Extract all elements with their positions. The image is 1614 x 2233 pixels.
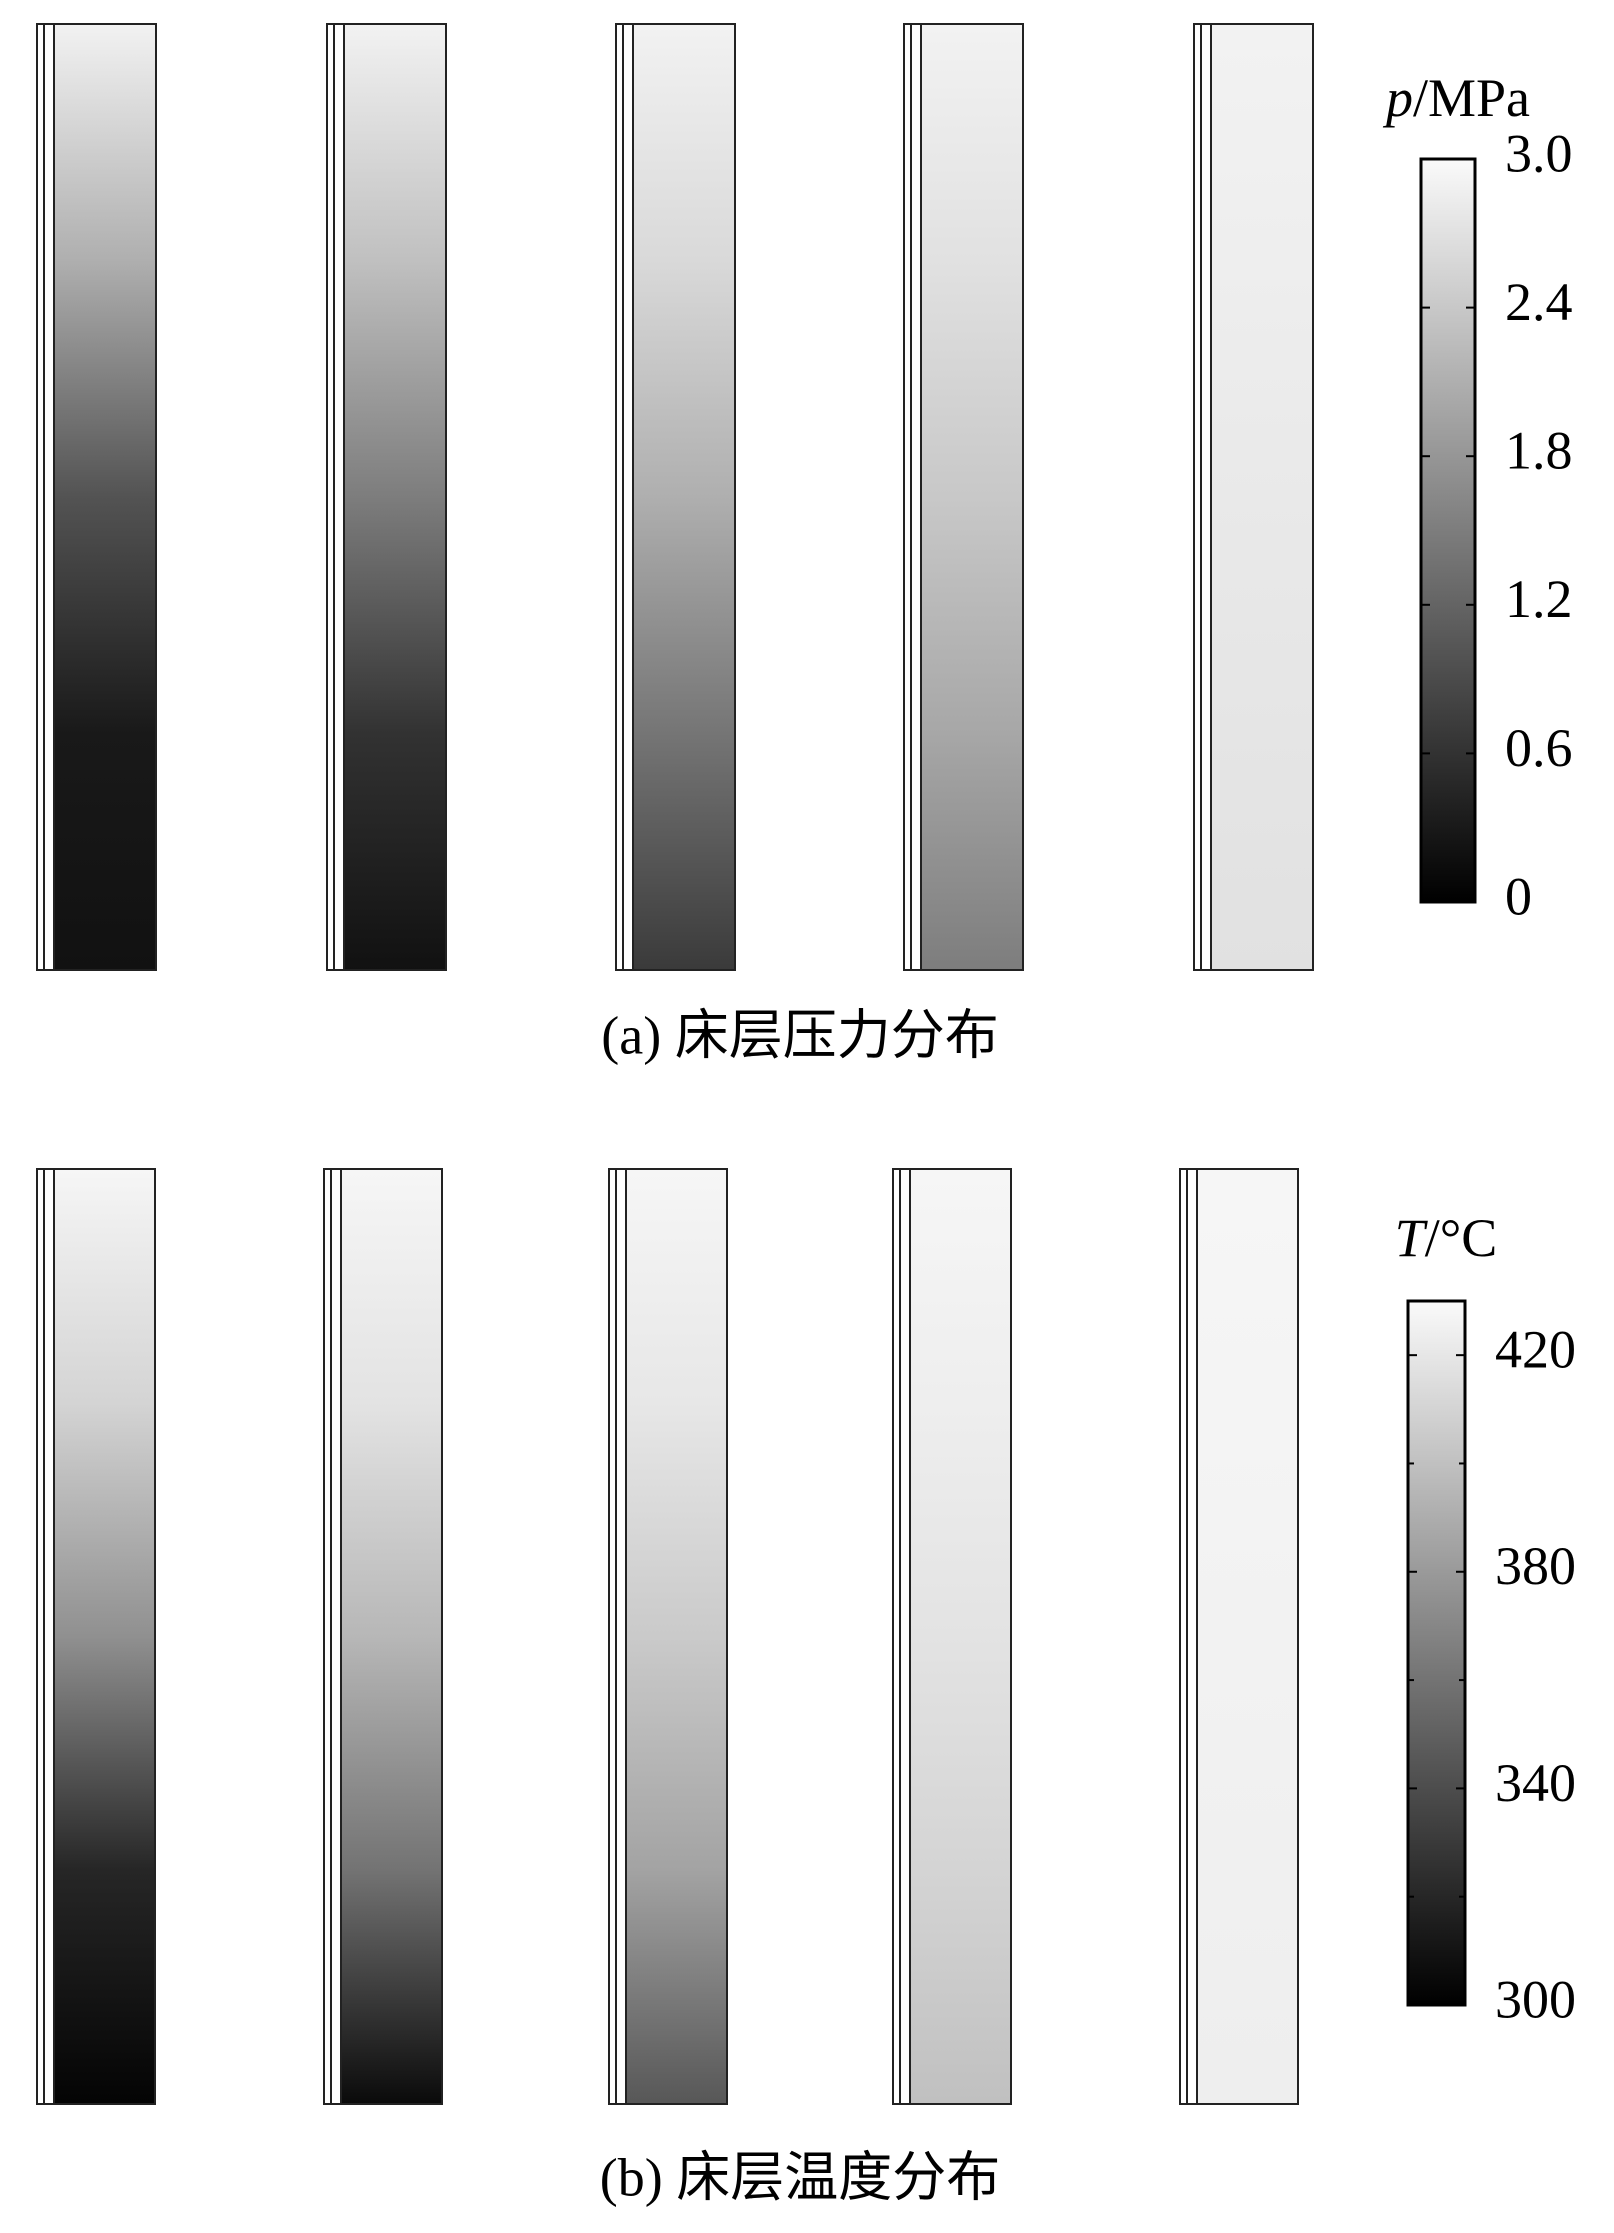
bed-bar [53, 1168, 156, 2105]
bed-bar [1210, 23, 1314, 971]
panel-caption: (b) 床层温度分布 [600, 2147, 1000, 2207]
colorbar-tick-label: 420 [1495, 1320, 1576, 1380]
wall-strip [36, 23, 55, 971]
colorbar [1406, 1299, 1467, 2007]
bed-bar [909, 1168, 1012, 2105]
colorbar-symbol: T [1395, 1208, 1429, 1268]
bed-bar [340, 1168, 443, 2105]
colorbar-tick-label: 1.8 [1505, 421, 1573, 481]
colorbar-symbol: p [1382, 68, 1413, 128]
panel-caption: (a) 床层压力分布 [601, 1005, 998, 1065]
colorbar-label: p/MPa [1382, 68, 1530, 128]
colorbar-tick-label: 300 [1495, 1969, 1576, 2029]
wall-strip [608, 1168, 627, 2105]
colorbar-tick-label: 3.0 [1505, 123, 1573, 183]
bed-bar [1196, 1168, 1299, 2105]
wall-strip [615, 23, 634, 971]
colorbar-unit: /MPa [1413, 68, 1530, 128]
bed-bar [343, 23, 447, 971]
colorbar-tick-label: 1.2 [1505, 569, 1573, 629]
wall-strip [892, 1168, 911, 2105]
wall-strip [1193, 23, 1212, 971]
wall-strip [326, 23, 345, 971]
wall-strip [1179, 1168, 1198, 2105]
colorbar-unit: /°C [1425, 1208, 1498, 1268]
colorbar-tick-label: 380 [1495, 1536, 1576, 1596]
bed-bar [920, 23, 1024, 971]
colorbar [1419, 157, 1477, 904]
bed-bar [53, 23, 157, 971]
colorbar-tick-label: 2.4 [1505, 272, 1573, 332]
bed-bar [625, 1168, 728, 2105]
wall-strip [323, 1168, 342, 2105]
colorbar-tick-label: 0.6 [1505, 718, 1573, 778]
colorbar-label: T/°C [1395, 1208, 1498, 1268]
colorbar-tick-label: 340 [1495, 1753, 1576, 1813]
colorbar-tick-label: 0 [1505, 866, 1532, 926]
wall-strip [903, 23, 922, 971]
bed-bar [632, 23, 736, 971]
wall-strip [36, 1168, 55, 2105]
